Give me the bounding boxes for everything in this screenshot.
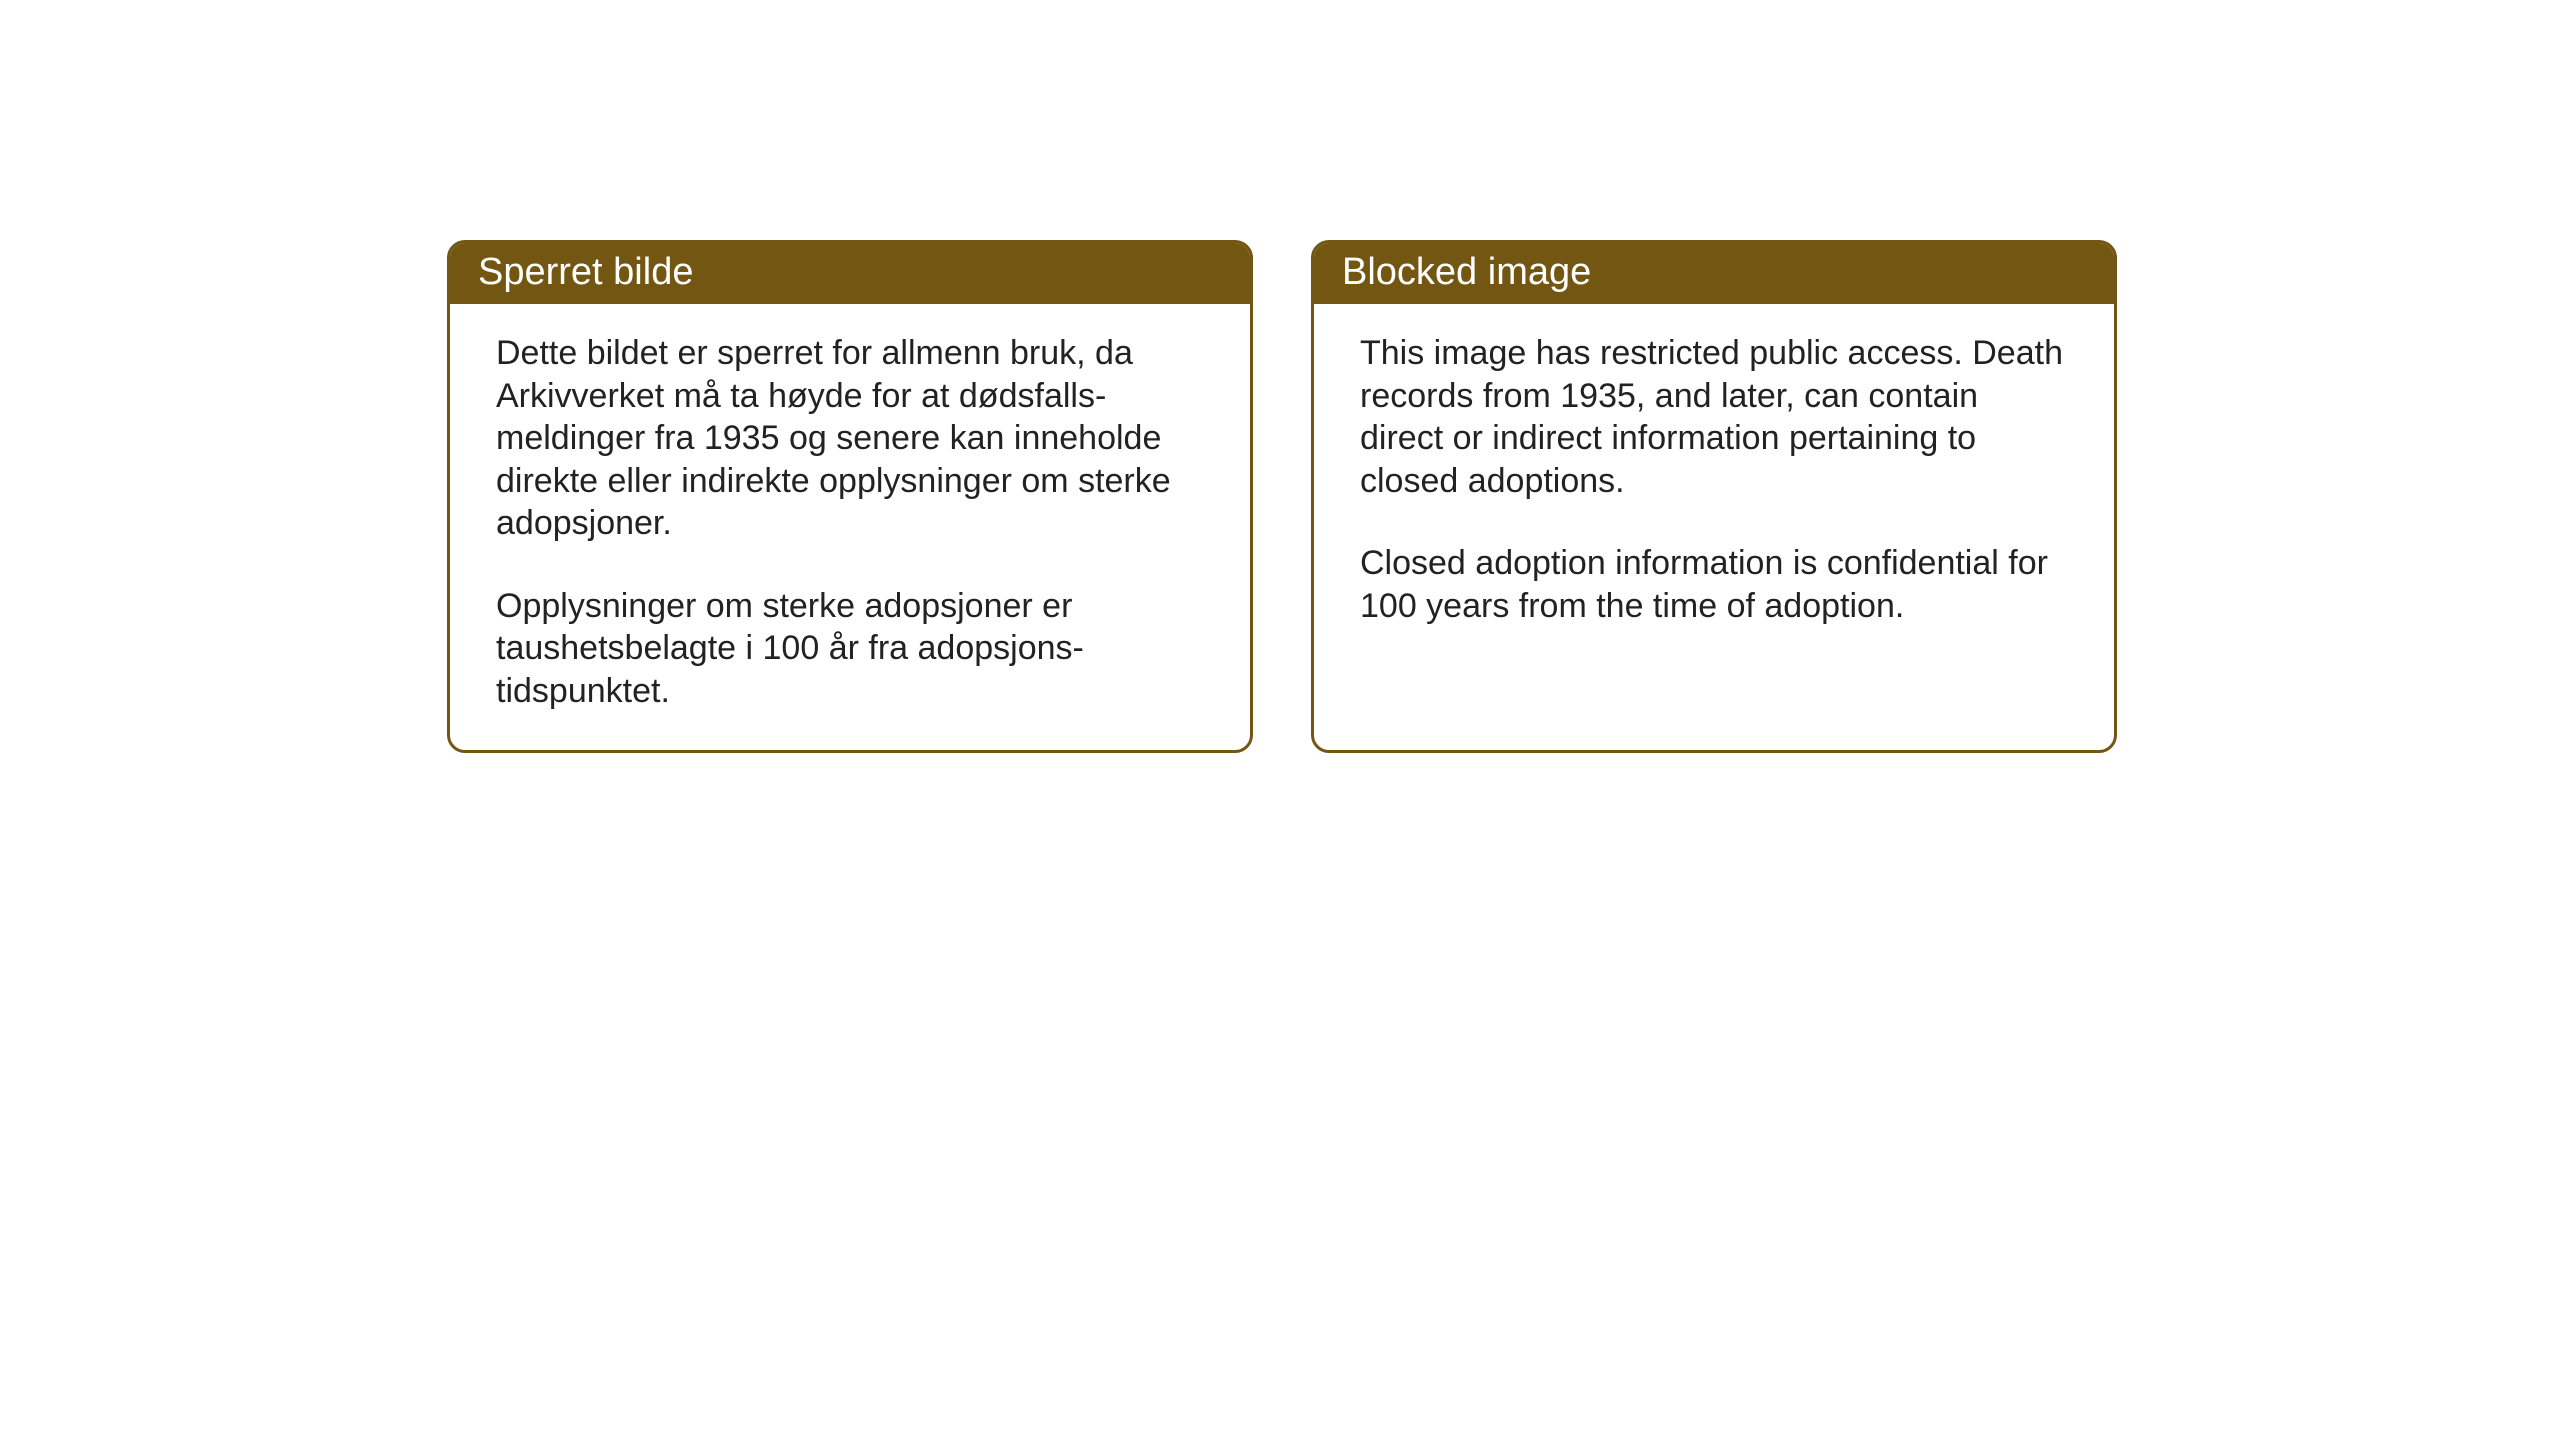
notice-paragraph-2-english: Closed adoption information is confident… xyxy=(1360,542,2068,627)
notice-card-norwegian: Sperret bilde Dette bildet er sperret fo… xyxy=(447,240,1253,753)
notice-title-norwegian: Sperret bilde xyxy=(478,251,693,293)
notice-body-norwegian: Dette bildet er sperret for allmenn bruk… xyxy=(450,304,1250,750)
notice-title-english: Blocked image xyxy=(1342,251,1591,293)
notice-container: Sperret bilde Dette bildet er sperret fo… xyxy=(0,0,2560,753)
notice-header-english: Blocked image xyxy=(1314,243,2114,304)
notice-header-norwegian: Sperret bilde xyxy=(450,243,1250,304)
notice-paragraph-1-english: This image has restricted public access.… xyxy=(1360,332,2068,502)
notice-paragraph-1-norwegian: Dette bildet er sperret for allmenn bruk… xyxy=(496,332,1204,545)
notice-card-english: Blocked image This image has restricted … xyxy=(1311,240,2117,753)
notice-body-english: This image has restricted public access.… xyxy=(1314,304,2114,744)
notice-paragraph-2-norwegian: Opplysninger om sterke adopsjoner er tau… xyxy=(496,585,1204,713)
